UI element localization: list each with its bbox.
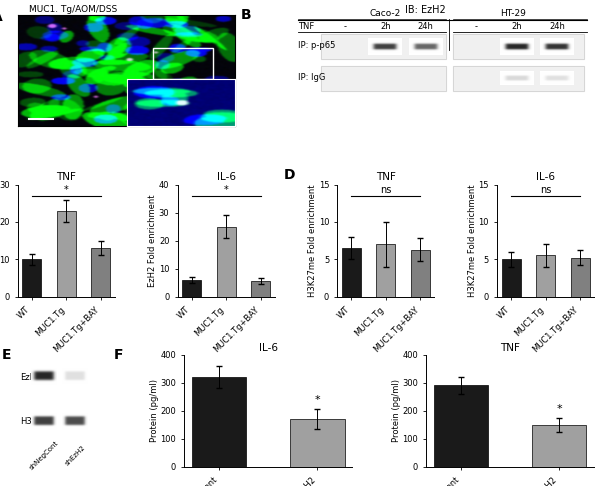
Title: IL-6: IL-6 bbox=[217, 173, 236, 182]
Bar bbox=[322, 66, 446, 91]
Bar bbox=[22, 259, 41, 296]
Text: E: E bbox=[1, 348, 11, 362]
Text: ns: ns bbox=[380, 185, 392, 195]
Text: *: * bbox=[314, 395, 320, 405]
Text: IP: p-p65: IP: p-p65 bbox=[298, 41, 335, 51]
Text: shNegCont: shNegCont bbox=[28, 440, 59, 471]
Text: EzH2: EzH2 bbox=[20, 373, 41, 382]
Text: *: * bbox=[224, 185, 229, 195]
Bar bbox=[452, 34, 584, 59]
Text: 2h: 2h bbox=[380, 22, 391, 32]
Text: HT-29: HT-29 bbox=[500, 9, 526, 18]
Bar bbox=[182, 280, 201, 296]
Text: ns: ns bbox=[540, 185, 551, 195]
Text: *: * bbox=[64, 185, 69, 195]
Bar bbox=[434, 385, 488, 467]
Text: D: D bbox=[284, 168, 296, 182]
Text: MUC1. Tg/AOM/DSS: MUC1. Tg/AOM/DSS bbox=[29, 5, 117, 14]
Bar bbox=[452, 66, 584, 91]
Title: IL-6: IL-6 bbox=[536, 173, 555, 182]
Y-axis label: H3K27me Fold enrichment: H3K27me Fold enrichment bbox=[468, 184, 477, 297]
Text: -: - bbox=[343, 22, 346, 32]
Bar bbox=[57, 211, 76, 296]
Y-axis label: EzH2 Fold enrichment: EzH2 Fold enrichment bbox=[148, 194, 157, 287]
Text: TNF: TNF bbox=[298, 22, 314, 32]
Title: IL-6: IL-6 bbox=[259, 343, 278, 352]
Bar bbox=[192, 377, 246, 467]
Text: IB: EzH2: IB: EzH2 bbox=[405, 4, 446, 15]
Y-axis label: Protein (pg/ml): Protein (pg/ml) bbox=[150, 379, 159, 442]
Bar bbox=[452, 34, 584, 59]
Text: *: * bbox=[557, 404, 562, 414]
Bar bbox=[342, 248, 361, 296]
Text: shEzH2: shEzH2 bbox=[64, 444, 86, 467]
Text: F: F bbox=[114, 348, 124, 362]
Text: 2h: 2h bbox=[511, 22, 522, 32]
Bar bbox=[376, 244, 395, 296]
Text: IP: IgG: IP: IgG bbox=[298, 73, 325, 82]
Bar bbox=[322, 34, 446, 59]
Text: H3: H3 bbox=[20, 417, 32, 426]
Bar bbox=[571, 258, 590, 296]
Text: Caco-2: Caco-2 bbox=[370, 9, 401, 18]
Bar bbox=[536, 256, 555, 296]
Y-axis label: H3K27me Fold enrichment: H3K27me Fold enrichment bbox=[308, 184, 317, 297]
Bar bbox=[411, 249, 430, 296]
Text: 24h: 24h bbox=[418, 22, 434, 32]
Text: A: A bbox=[0, 10, 2, 24]
Title: TNF: TNF bbox=[376, 173, 396, 182]
Title: TNF: TNF bbox=[56, 173, 76, 182]
Bar bbox=[290, 419, 344, 467]
Y-axis label: Protein (pg/ml): Protein (pg/ml) bbox=[392, 379, 401, 442]
Bar bbox=[322, 34, 446, 59]
Bar bbox=[152, 48, 214, 80]
Text: -: - bbox=[475, 22, 478, 32]
Bar bbox=[217, 226, 236, 296]
Bar bbox=[452, 66, 584, 91]
Bar bbox=[251, 281, 270, 296]
Bar bbox=[91, 248, 110, 296]
Title: TNF: TNF bbox=[500, 343, 520, 352]
Bar bbox=[532, 425, 586, 467]
Text: B: B bbox=[241, 8, 251, 22]
Bar bbox=[502, 259, 521, 296]
Text: 24h: 24h bbox=[549, 22, 565, 32]
Bar bbox=[322, 66, 446, 91]
